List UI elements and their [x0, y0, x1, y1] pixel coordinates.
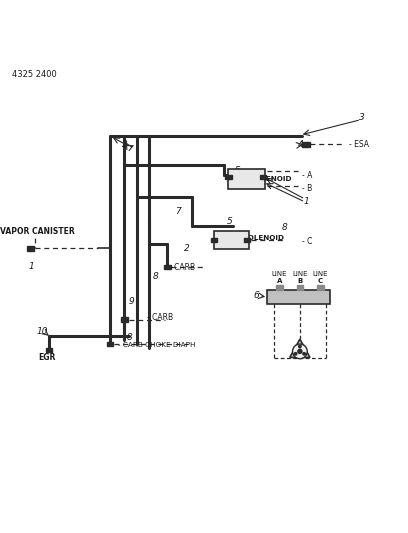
Bar	[225, 175, 232, 179]
Text: LINE: LINE	[272, 271, 287, 277]
FancyBboxPatch shape	[214, 231, 249, 249]
Circle shape	[299, 345, 301, 348]
Text: - B: - B	[302, 184, 312, 192]
Text: - CARB CHOKE DIAPH: - CARB CHOKE DIAPH	[118, 342, 196, 348]
Text: - SOLENOID: - SOLENOID	[237, 235, 284, 241]
Bar	[211, 238, 217, 242]
Text: 2: 2	[184, 244, 189, 253]
Text: 5: 5	[226, 217, 232, 226]
Circle shape	[293, 344, 307, 359]
Bar	[276, 285, 283, 290]
Bar	[121, 318, 128, 322]
FancyBboxPatch shape	[267, 290, 330, 304]
Text: EGR: EGR	[38, 353, 55, 362]
Text: 8: 8	[126, 334, 132, 342]
Bar	[260, 175, 266, 179]
Bar	[27, 246, 34, 251]
Circle shape	[303, 353, 305, 355]
Text: 4325 2400: 4325 2400	[12, 70, 57, 79]
Text: 10: 10	[37, 327, 48, 336]
Bar	[302, 142, 310, 147]
Text: 4: 4	[298, 140, 304, 149]
Bar	[164, 265, 171, 270]
Text: 1: 1	[304, 197, 310, 206]
Text: VAPOR CANISTER: VAPOR CANISTER	[0, 227, 75, 236]
Text: 7: 7	[175, 207, 181, 216]
Text: LINE: LINE	[313, 271, 328, 277]
Text: C: C	[318, 278, 323, 284]
Text: 2: 2	[122, 140, 128, 149]
Text: B: B	[297, 278, 302, 284]
Circle shape	[295, 353, 297, 355]
Text: A: A	[277, 278, 282, 284]
Text: LINE: LINE	[292, 271, 308, 277]
Circle shape	[298, 349, 302, 353]
FancyBboxPatch shape	[228, 168, 265, 189]
Text: 8: 8	[282, 223, 287, 232]
Text: - C: - C	[302, 237, 312, 246]
Text: 6: 6	[253, 290, 259, 300]
Bar	[107, 342, 113, 346]
Text: 9: 9	[129, 297, 134, 306]
Bar	[317, 285, 324, 290]
Bar	[244, 238, 250, 242]
Text: - CARB: - CARB	[147, 313, 173, 322]
Polygon shape	[290, 339, 310, 358]
Text: - A: - A	[302, 171, 312, 180]
Text: 5: 5	[235, 166, 240, 175]
Text: 8: 8	[153, 272, 159, 281]
Text: - ESA: - ESA	[349, 140, 369, 149]
Text: 3: 3	[359, 113, 365, 122]
Bar	[46, 348, 52, 352]
Text: 1: 1	[29, 262, 34, 271]
Text: - CARB: - CARB	[169, 263, 195, 272]
Text: SOLENOID: SOLENOID	[251, 176, 293, 182]
Bar	[297, 285, 303, 290]
